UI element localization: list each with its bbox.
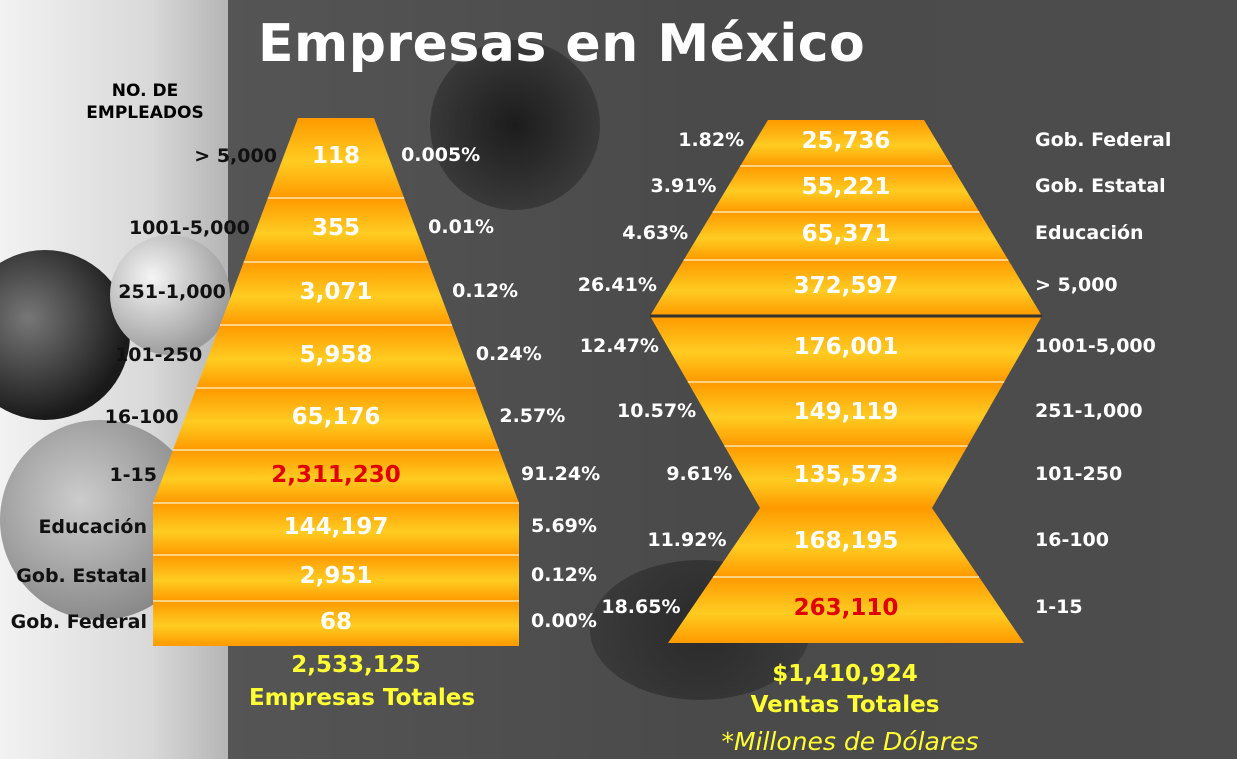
left-category-1-15: 1-15 bbox=[109, 463, 157, 486]
right-band-value: 55,221 bbox=[801, 174, 891, 200]
right-category-1001-5-000: 1001-5,000 bbox=[1035, 335, 1156, 357]
left-category-251-1-000: 251-1,000 bbox=[118, 280, 226, 303]
right-band-percent: 3.91% bbox=[650, 175, 717, 197]
left-band-percent: 0.01% bbox=[428, 216, 495, 238]
left-band-percent: 5.69% bbox=[531, 515, 597, 537]
background-sphere bbox=[430, 40, 600, 210]
background-sphere bbox=[0, 250, 130, 420]
right-hourglass-band bbox=[668, 577, 1024, 643]
left-category-1001-5-000: 1001-5,000 bbox=[128, 217, 250, 239]
right-category-gob-federal: Gob. Federal bbox=[1035, 129, 1172, 151]
right-category-gob-estatal: Gob. Estatal bbox=[1035, 175, 1166, 197]
left-band-percent: 91.24% bbox=[521, 462, 601, 485]
left-pyramid-band bbox=[196, 325, 476, 388]
currency-note: *Millones de Dólares bbox=[721, 727, 979, 756]
right-hourglass-band bbox=[724, 446, 968, 508]
left-pyramid-band bbox=[153, 601, 519, 646]
right-hourglass-band bbox=[740, 120, 952, 166]
left-band-percent: 0.24% bbox=[475, 342, 542, 365]
right-category-251-1-000: 251-1,000 bbox=[1035, 400, 1143, 422]
left-pyramid-band bbox=[153, 450, 519, 503]
right-band-percent: 11.92% bbox=[647, 528, 727, 551]
left-band-value: 68 bbox=[319, 608, 352, 635]
right-band-value: 168,195 bbox=[793, 527, 899, 554]
left-band-value: 3,071 bbox=[299, 278, 373, 305]
left-category-educaci-n: Educación bbox=[38, 516, 147, 538]
employees-column-header: NO. DE EMPLEADOS bbox=[86, 81, 204, 123]
right-hourglass-band bbox=[712, 166, 980, 212]
left-band-percent: 0.12% bbox=[531, 564, 597, 586]
left-band-percent: 2.57% bbox=[499, 405, 566, 427]
left-pyramid-band bbox=[153, 503, 519, 555]
left-pyramid-band bbox=[153, 555, 519, 601]
left-band-value: 2,311,230 bbox=[271, 461, 401, 488]
left-band-percent: 0.12% bbox=[452, 279, 519, 302]
right-band-percent: 1.82% bbox=[678, 129, 745, 151]
right-band-value: 25,736 bbox=[801, 128, 891, 154]
right-band-percent: 10.57% bbox=[617, 400, 697, 422]
right-band-percent: 26.41% bbox=[577, 274, 657, 296]
left-band-value: 65,176 bbox=[291, 404, 381, 430]
right-category-16-100: 16-100 bbox=[1035, 528, 1109, 551]
right-hourglass-band bbox=[687, 382, 1005, 446]
left-category-5-000: > 5,000 bbox=[194, 145, 277, 167]
left-band-value: 5,958 bbox=[299, 341, 373, 368]
right-band-percent: 18.65% bbox=[601, 596, 681, 618]
left-band-percent: 0.00% bbox=[531, 609, 597, 632]
right-hourglass-band bbox=[683, 212, 1009, 260]
right-total-value: $1,410,924 bbox=[772, 661, 918, 687]
right-hourglass-band bbox=[650, 316, 1042, 382]
right-hourglass-band bbox=[650, 260, 1042, 316]
left-band-value: 2,951 bbox=[299, 563, 373, 589]
left-total-label: Empresas Totales bbox=[248, 685, 476, 711]
right-band-value: 149,119 bbox=[793, 399, 899, 425]
right-category-5-000: > 5,000 bbox=[1035, 274, 1118, 296]
right-band-percent: 9.61% bbox=[666, 463, 733, 485]
right-category-educaci-n: Educación bbox=[1035, 222, 1144, 244]
right-band-value: 372,597 bbox=[793, 273, 899, 299]
left-category-16-100: 16-100 bbox=[104, 406, 179, 428]
right-band-value: 135,573 bbox=[793, 462, 899, 488]
left-category-gob-federal: Gob. Federal bbox=[10, 610, 147, 633]
right-hourglass-band bbox=[712, 508, 980, 577]
left-pyramid-band bbox=[172, 388, 500, 450]
right-total-label: Ventas Totales bbox=[750, 692, 940, 718]
right-band-percent: 12.47% bbox=[579, 335, 659, 357]
left-pyramid-band bbox=[267, 118, 405, 198]
left-band-value: 144,197 bbox=[283, 514, 389, 540]
left-band-value: 355 bbox=[311, 215, 360, 241]
right-category-101-250: 101-250 bbox=[1035, 463, 1123, 485]
page-title: Empresas en México bbox=[258, 14, 866, 74]
left-category-101-250: 101-250 bbox=[114, 343, 203, 366]
right-band-value: 65,371 bbox=[801, 221, 891, 247]
left-band-value: 118 bbox=[311, 143, 360, 169]
background-sphere bbox=[110, 235, 230, 355]
left-band-percent: 0.005% bbox=[401, 144, 481, 166]
left-pyramid-band bbox=[220, 262, 452, 325]
left-total-value: 2,533,125 bbox=[291, 652, 421, 678]
left-pyramid-band bbox=[243, 198, 429, 262]
right-band-value: 176,001 bbox=[793, 334, 899, 360]
right-band-value: 263,110 bbox=[793, 595, 899, 621]
left-category-gob-estatal: Gob. Estatal bbox=[16, 565, 147, 587]
right-band-percent: 4.63% bbox=[622, 222, 689, 244]
right-category-1-15: 1-15 bbox=[1035, 596, 1083, 618]
